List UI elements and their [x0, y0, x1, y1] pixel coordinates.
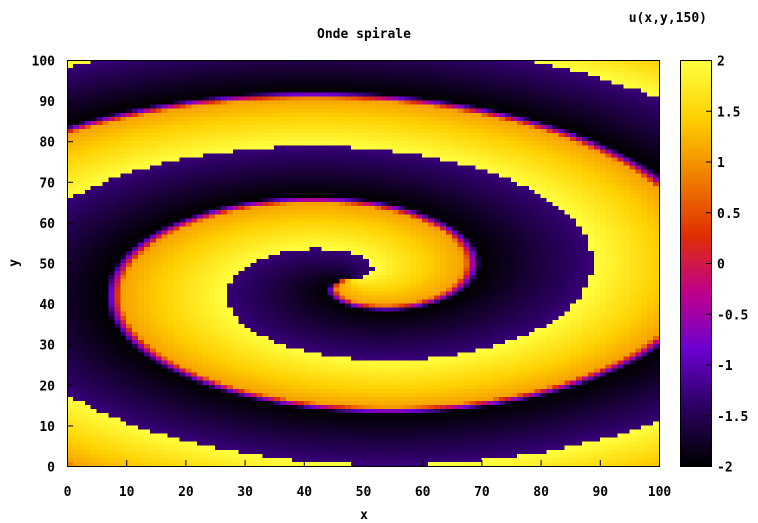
x-tick-label: 80 [533, 485, 549, 500]
x-tick-label: 10 [119, 485, 135, 500]
plot-frame [67, 60, 660, 467]
x-ticks: 0 10 20 30 40 50 60 70 80 90 100 [64, 460, 672, 500]
y-tick-label: 0 [47, 461, 55, 476]
y-tick-label: 20 [39, 379, 55, 394]
y-tick-label: 30 [39, 339, 55, 354]
x-tick-label: 20 [178, 485, 194, 500]
y-axis-label: y [7, 259, 22, 267]
x-tick-label: 70 [474, 485, 490, 500]
y-tick-label: 100 [32, 55, 56, 70]
colorbar-tick-label: 1.5 [717, 105, 740, 120]
y-ticks: 0 10 20 30 40 50 60 70 80 90 100 [32, 55, 73, 476]
x-tick-label: 90 [592, 485, 608, 500]
colorbar-label: u(x,y,150) [629, 11, 707, 26]
colorbar-tick-label: 1 [717, 156, 725, 171]
chart-title: Onde spirale [317, 27, 411, 42]
colorbar-tick-label: -0.5 [717, 308, 748, 323]
y-tick-label: 80 [39, 136, 55, 151]
x-tick-label: 40 [296, 485, 312, 500]
colorbar-tick-label: 2 [717, 55, 725, 70]
colorbar-gradient [680, 60, 711, 466]
heatmap-image [67, 60, 659, 466]
x-tick-label: 50 [356, 485, 372, 500]
colorbar-tick-label: -1.5 [717, 410, 748, 425]
x-tick-label: 100 [648, 485, 672, 500]
axes-frame [67, 60, 712, 467]
colorbar-tick-label: 0 [717, 258, 725, 273]
x-tick-label: 0 [64, 485, 72, 500]
y-tick-label: 10 [39, 420, 55, 435]
colorbar-frame [680, 60, 712, 467]
y-tick-label: 50 [39, 258, 55, 273]
x-tick-label: 30 [237, 485, 253, 500]
x-axis-label: x [360, 508, 368, 523]
y-tick-label: 90 [39, 95, 55, 110]
colorbar-tick-label: 0.5 [717, 207, 740, 222]
colorbar-ticks: 2 1.5 1 0.5 0 -0.5 -1 -1.5 -2 [706, 55, 748, 476]
y-tick-label: 60 [39, 217, 55, 232]
y-tick-label: 70 [39, 176, 55, 191]
colorbar-tick-label: -2 [717, 461, 733, 476]
y-tick-label: 40 [39, 298, 55, 313]
colorbar-tick-label: -1 [717, 359, 733, 374]
x-tick-label: 60 [415, 485, 431, 500]
